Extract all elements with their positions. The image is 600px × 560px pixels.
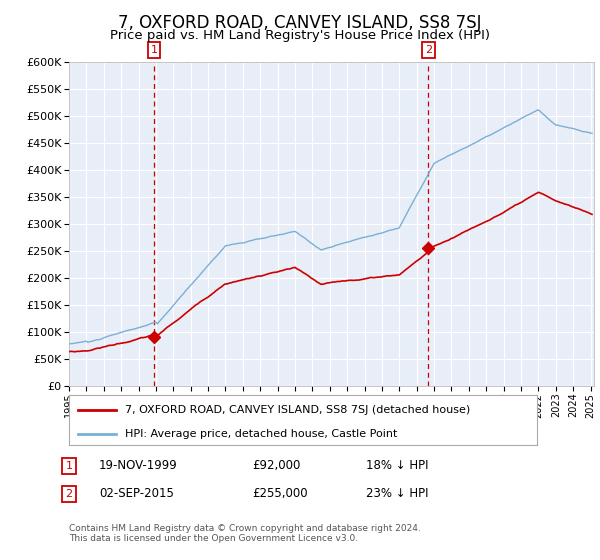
Text: 2: 2 [65, 489, 73, 499]
Text: £255,000: £255,000 [252, 487, 308, 501]
Text: 18% ↓ HPI: 18% ↓ HPI [366, 459, 428, 473]
Text: 7, OXFORD ROAD, CANVEY ISLAND, SS8 7SJ (detached house): 7, OXFORD ROAD, CANVEY ISLAND, SS8 7SJ (… [125, 405, 470, 415]
Text: 2: 2 [425, 45, 432, 55]
Text: 1: 1 [65, 461, 73, 471]
Text: Contains HM Land Registry data © Crown copyright and database right 2024.
This d: Contains HM Land Registry data © Crown c… [69, 524, 421, 543]
Text: 1: 1 [151, 45, 157, 55]
Text: 02-SEP-2015: 02-SEP-2015 [99, 487, 174, 501]
Text: 19-NOV-1999: 19-NOV-1999 [99, 459, 178, 473]
Text: Price paid vs. HM Land Registry's House Price Index (HPI): Price paid vs. HM Land Registry's House … [110, 29, 490, 42]
Text: 7, OXFORD ROAD, CANVEY ISLAND, SS8 7SJ: 7, OXFORD ROAD, CANVEY ISLAND, SS8 7SJ [118, 14, 482, 32]
Text: HPI: Average price, detached house, Castle Point: HPI: Average price, detached house, Cast… [125, 429, 398, 439]
Text: £92,000: £92,000 [252, 459, 301, 473]
Text: 23% ↓ HPI: 23% ↓ HPI [366, 487, 428, 501]
